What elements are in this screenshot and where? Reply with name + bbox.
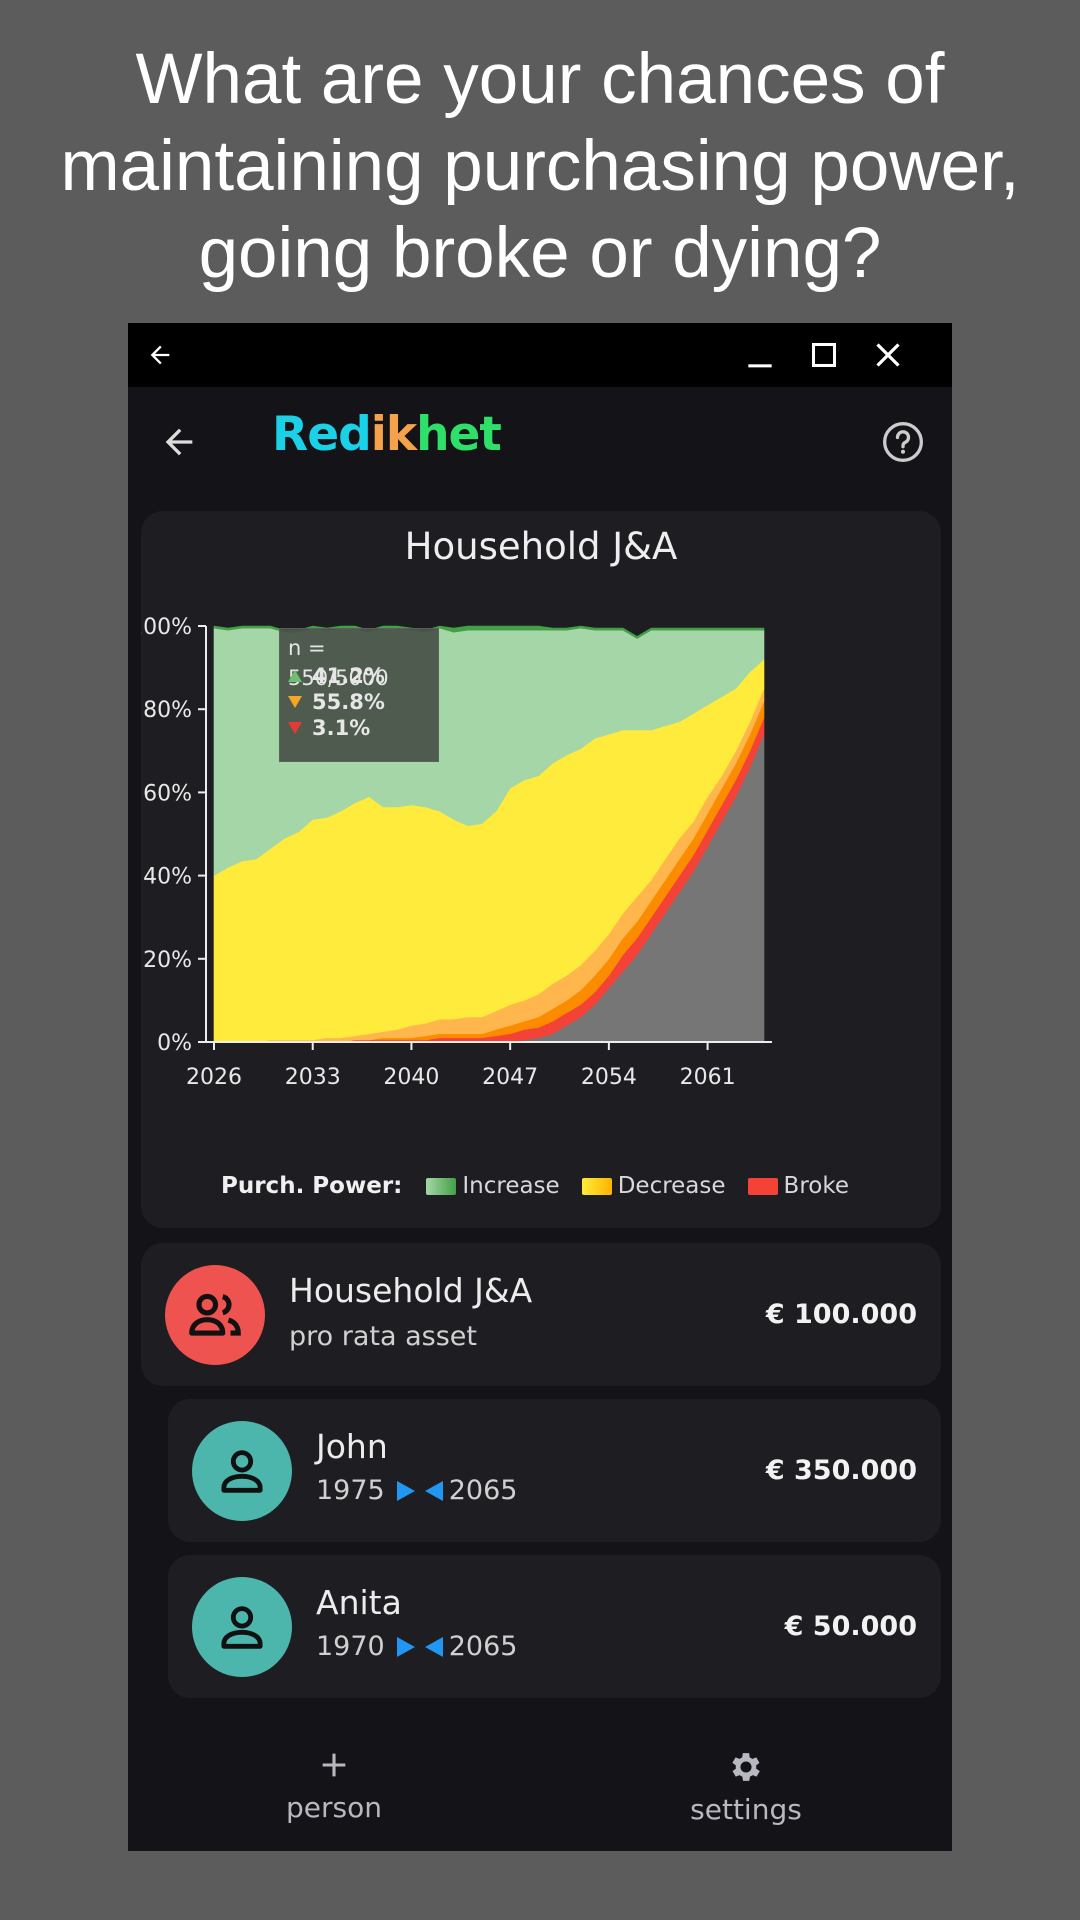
y-tick-label: 0%: [157, 1031, 192, 1056]
person-icon: [221, 1606, 263, 1649]
household-name: Household J&A: [289, 1271, 533, 1310]
tooltip-increase-row: 41.2%: [288, 663, 430, 689]
triangle-down-icon: [288, 722, 302, 734]
triangle-down-icon: [288, 696, 302, 708]
legend-item-increase[interactable]: Increase: [426, 1173, 560, 1199]
person-card-anita[interactable]: Anita 1970 2065 € 50.000: [168, 1555, 941, 1698]
household-subtitle: pro rata asset: [289, 1321, 477, 1352]
group-icon: [189, 1293, 241, 1336]
chart-plot[interactable]: 0% 20% 40% 60% 80% 100% 2026 2033 2040 2047 2054 20…: [141, 511, 941, 1211]
person-card-john[interactable]: John 1975 2065 € 350.000: [168, 1399, 941, 1542]
app-logo: Redikhet: [272, 407, 502, 462]
window-back-button[interactable]: [128, 323, 192, 387]
legend-decrease-label: Decrease: [617, 1173, 726, 1199]
legend-increase-label: Increase: [462, 1173, 560, 1199]
y-tick-label: 60%: [143, 781, 192, 806]
back-button[interactable]: [150, 413, 208, 471]
y-tick-label: 100%: [141, 615, 192, 640]
person-death-year: 2065: [448, 1475, 518, 1506]
household-card[interactable]: Household J&A pro rata asset € 100.000: [141, 1243, 941, 1386]
headline-line-3: going broke or dying?: [198, 214, 882, 293]
x-tick-label: 2026: [186, 1065, 242, 1090]
close-button[interactable]: [856, 323, 920, 387]
play-left-icon: [424, 1636, 443, 1657]
tooltip-decrease-row: 55.8%: [288, 689, 430, 715]
maximize-icon: [811, 342, 837, 368]
window-titlebar: [128, 323, 952, 387]
chart-title: Household J&A: [404, 525, 678, 568]
legend-item-decrease[interactable]: Decrease: [581, 1173, 726, 1199]
legend-broke-label: Broke: [783, 1173, 849, 1199]
add-person-label: person: [286, 1791, 382, 1824]
app-window: Redikhet Household J&A 0% 20% 40% 60% 80% 100…: [128, 323, 952, 1851]
help-button[interactable]: [878, 417, 928, 467]
arrow-left-icon: [165, 428, 193, 456]
chart-legend: Purch. Power: Increase Decrease Broke: [141, 1173, 941, 1199]
person-lifespan: 1970 2065: [316, 1631, 517, 1662]
legend-swatch-decrease: [581, 1177, 612, 1195]
settings-button[interactable]: settings: [596, 1748, 896, 1826]
y-tick-label: 20%: [143, 948, 192, 973]
person-birth-year: 1975: [316, 1475, 385, 1506]
triangle-up-icon: [288, 670, 302, 682]
close-icon: [876, 343, 900, 367]
person-avatar: [192, 1577, 292, 1677]
tooltip-broke-row: 3.1%: [288, 715, 430, 741]
play-right-icon: [396, 1480, 415, 1501]
app-bar: Redikhet: [128, 387, 952, 497]
x-tick-label: 2061: [680, 1065, 736, 1090]
logo-part-3: het: [416, 407, 502, 462]
headline: What are your chances of maintaining pur…: [0, 36, 1080, 297]
y-tick-label: 80%: [143, 698, 192, 723]
legend-item-broke[interactable]: Broke: [747, 1173, 849, 1199]
logo-part-2: ik: [370, 407, 417, 462]
chart-card: Household J&A 0% 20% 40% 60% 80% 100% 2026 2033…: [141, 511, 941, 1228]
person-lifespan: 1975 2065: [316, 1475, 517, 1506]
tooltip-increase-value: 41.2%: [312, 664, 385, 688]
gear-icon: [732, 1753, 760, 1781]
x-tick-label: 2040: [383, 1065, 439, 1090]
x-tick-label: 2033: [285, 1065, 341, 1090]
minimize-button[interactable]: [728, 323, 792, 387]
person-amount: € 350.000: [765, 1455, 917, 1486]
person-avatar: [192, 1421, 292, 1521]
person-name: Anita: [316, 1583, 402, 1622]
headline-line-2: maintaining purchasing power,: [60, 127, 1020, 206]
x-tick-label: 2054: [581, 1065, 637, 1090]
tooltip-decrease-value: 55.8%: [312, 690, 385, 714]
person-amount: € 50.000: [784, 1611, 917, 1642]
settings-label: settings: [690, 1793, 802, 1826]
person-birth-year: 1970: [316, 1631, 385, 1662]
legend-swatch-broke: [747, 1177, 778, 1195]
household-amount: € 100.000: [765, 1299, 917, 1330]
help-circle-icon: [883, 422, 923, 462]
x-tick-label: 2047: [482, 1065, 538, 1090]
person-icon: [221, 1450, 263, 1493]
headline-line-1: What are your chances of: [135, 40, 945, 119]
household-avatar: [165, 1265, 265, 1365]
add-person-button[interactable]: person: [184, 1748, 484, 1824]
plus-icon: [322, 1753, 346, 1777]
play-left-icon: [424, 1480, 443, 1501]
legend-label: Purch. Power:: [220, 1173, 403, 1199]
tooltip-sample-count: n = 550/5000: [288, 636, 389, 690]
arrow-left-icon: [150, 345, 170, 365]
person-name: John: [316, 1427, 388, 1466]
play-right-icon: [396, 1636, 415, 1657]
minimize-icon: [748, 364, 772, 368]
y-tick-label: 40%: [143, 865, 192, 890]
tooltip-broke-value: 3.1%: [312, 716, 371, 740]
maximize-button[interactable]: [792, 323, 856, 387]
logo-part-1: Red: [272, 407, 372, 462]
legend-swatch-increase: [426, 1177, 457, 1195]
person-death-year: 2065: [448, 1631, 518, 1662]
chart-tooltip: n = 550/5000 41.2% 55.8% 3.1%: [279, 628, 439, 762]
